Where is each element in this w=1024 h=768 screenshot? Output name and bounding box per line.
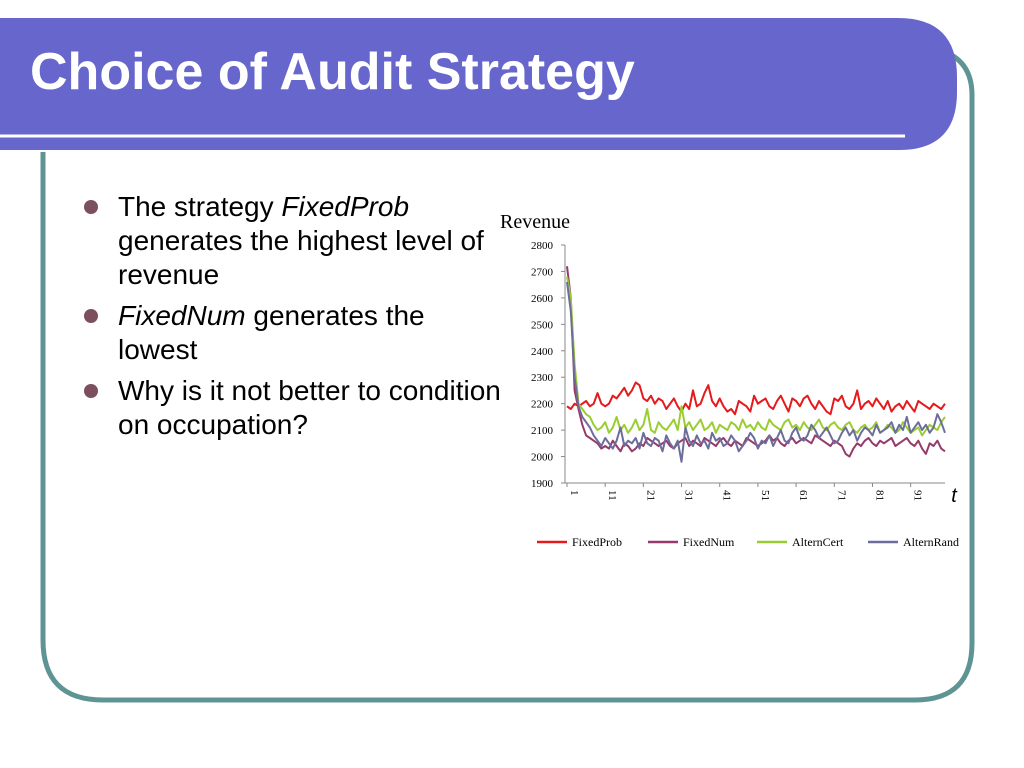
x-tick-label: 51 (759, 490, 771, 501)
x-axis-title: t (951, 485, 958, 507)
bullet-dot-icon (84, 384, 98, 398)
x-tick-label: 11 (606, 490, 618, 501)
x-tick-label: 31 (683, 490, 695, 501)
y-tick-label: 2400 (531, 346, 554, 358)
bullet-text-post: generates the lowest (118, 300, 425, 365)
y-tick-labels: 1900 2000 2100 2200 2300 2400 2500 2600 2700 2800 (531, 240, 565, 490)
y-tick-label: 2100 (531, 425, 554, 437)
bullet-item-question: Why is it not better to condition on occ… (84, 374, 504, 442)
content-border (40, 47, 975, 703)
bullet-list: The strategy FixedProb generates the hig… (84, 190, 504, 449)
legend-label-alterncert: AlternCert (792, 535, 844, 549)
bullet-item-fixedprob: The strategy FixedProb generates the hig… (84, 190, 504, 292)
y-tick-label: 2000 (531, 452, 554, 464)
y-tick-label: 1900 (531, 478, 554, 490)
x-tick-label: 41 (721, 490, 733, 501)
x-tick-label: 71 (835, 490, 847, 501)
bullet-dot-icon (84, 309, 98, 323)
bullet-text-emphasis: FixedProb (281, 191, 410, 222)
series-lines (566, 266, 946, 463)
y-tick-label: 2200 (531, 399, 554, 411)
y-tick-label: 2700 (531, 266, 554, 278)
bullet-text-emphasis: FixedNum (118, 300, 246, 331)
legend-label-alternrand: AlternRand (903, 535, 959, 549)
y-axis-title: Revenue (500, 211, 570, 233)
header-banner (0, 18, 957, 150)
series-line-alterncert (566, 276, 946, 437)
legend-label-fixednum: FixedNum (683, 535, 735, 549)
chart-legend: FixedProb FixedNum AlternCert AlternRand (537, 535, 959, 549)
bullet-text-pre: Why is it not better to condition on occ… (118, 375, 501, 440)
series-line-alternrand (566, 281, 946, 463)
y-tick-label: 2500 (531, 319, 554, 331)
bullet-dot-icon (84, 200, 98, 214)
y-tick-label: 2800 (531, 240, 554, 252)
x-tick-label: 91 (912, 490, 924, 501)
x-tick-labels: 1 11 21 31 41 51 61 71 81 91 (566, 483, 924, 501)
x-tick-label: 81 (873, 490, 885, 501)
x-tick-label: 1 (568, 490, 580, 496)
slide-title: Choice of Audit Strategy (30, 43, 635, 101)
bullet-text-post: generates the highest level of revenue (118, 225, 484, 290)
series-line-fixedprob (566, 381, 946, 416)
x-tick-label: 61 (797, 490, 809, 501)
y-tick-label: 2300 (531, 372, 554, 384)
bullet-item-fixednum: FixedNum generates the lowest (84, 299, 504, 367)
bullet-text-pre: The strategy (118, 191, 282, 222)
legend-label-fixedprob: FixedProb (572, 535, 622, 549)
y-tick-label: 2600 (531, 293, 554, 305)
x-tick-label: 21 (644, 490, 656, 501)
